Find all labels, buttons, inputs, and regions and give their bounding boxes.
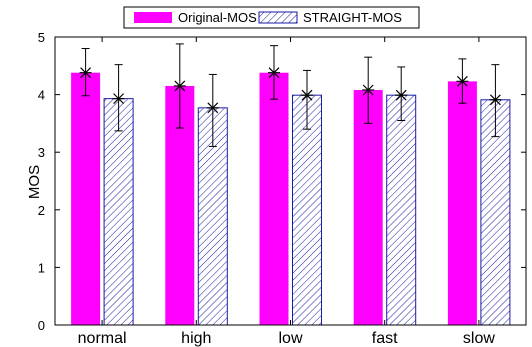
legend-label-original: Original-MOS	[178, 10, 257, 25]
legend-label-straight: STRAIGHT-MOS	[303, 10, 402, 25]
y-axis-ticks: 0 1 2 3 4 5	[38, 30, 526, 333]
error-bars	[79, 43, 502, 147]
x-tick-label: normal	[78, 330, 127, 347]
bar-original-fast	[353, 89, 383, 325]
y-tick-label: 2	[38, 203, 45, 218]
bars	[71, 72, 511, 326]
y-tick-label: 5	[38, 30, 45, 45]
bar-original-low	[259, 72, 289, 325]
y-tick-label: 4	[38, 88, 45, 103]
y-tick-label: 3	[38, 145, 45, 160]
x-tick-label: fast	[372, 330, 398, 347]
x-tick-label: low	[278, 330, 302, 347]
legend-swatch-straight	[258, 11, 298, 24]
plot-frame	[54, 36, 527, 326]
legend-swatch-original	[134, 12, 172, 23]
y-tick-label: 0	[38, 318, 45, 333]
y-axis-label: MOS	[26, 165, 43, 199]
bar-straight-normal	[103, 98, 134, 326]
bar-straight-low	[292, 94, 322, 326]
x-tick-label: high	[181, 330, 211, 347]
y-tick-label: 1	[38, 260, 45, 275]
bar-original-normal	[71, 72, 101, 325]
bar-straight-slow	[480, 99, 511, 326]
legend: Original-MOS STRAIGHT-MOS	[123, 6, 420, 29]
bar-straight-fast	[386, 94, 417, 326]
x-axis-ticks: normal high low fast slow	[78, 37, 495, 347]
bar-original-slow	[447, 81, 477, 326]
x-tick-label: slow	[463, 330, 495, 347]
